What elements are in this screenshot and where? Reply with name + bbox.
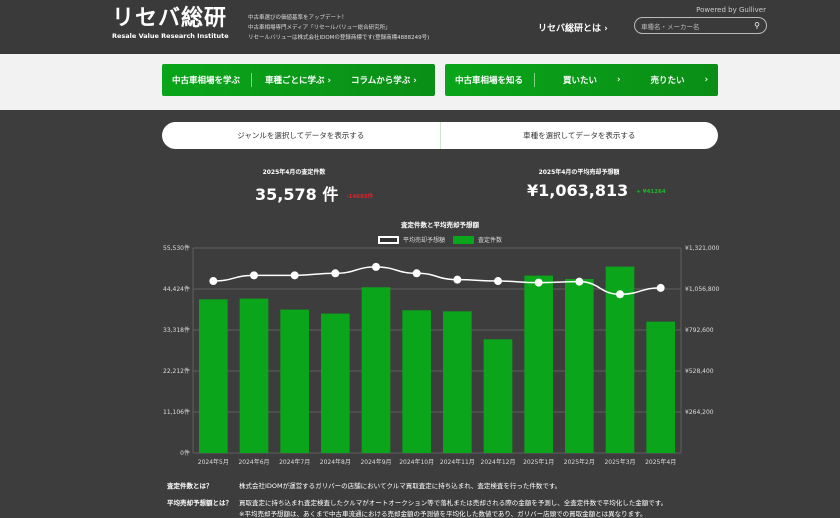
left-tick-label: 55,530件 [163,244,190,252]
desc-price-note: ※平均売却予想額は、あくまで中古車流通における売却金額の予測値を平均化した数値で… [239,510,647,518]
x-tick-label: 2024年9月 [360,458,391,466]
x-tick-label: 2024年10月 [399,458,434,466]
price-point [494,277,502,286]
price-point [372,262,380,271]
site-logo[interactable]: リセバ総研 Resale Value Research Institute [112,6,232,46]
nav-sell[interactable]: 売りたい [650,76,685,86]
count-delta: -14693件 [346,193,374,200]
desc-count-key: 査定件数とは？ [167,482,213,490]
x-tick-label: 2024年5月 [198,458,229,466]
right-tick-label: ¥264,200 [685,409,714,416]
x-tick-label: 2024年7月 [279,458,310,466]
left-tick-label: 44,424件 [163,285,190,293]
left-tick-label: 11,106件 [163,408,190,416]
chevron-right-icon: › [704,75,709,85]
desc-price-text: 買取査定に持ち込まれ査定検査したクルマがオートオークション等で落札または売却され… [239,499,668,507]
search-placeholder: 車種名・メーカー名 [641,22,700,31]
price-point [616,290,624,299]
price-point [656,283,665,292]
desc-price-key: 平均売却予想額とは？ [167,499,232,507]
site-header: リセバ総研 Resale Value Research Institute 中古… [0,0,840,54]
nav-by-model[interactable]: 車種ごとに学ぶ › [265,76,331,86]
search-input[interactable]: 車種名・メーカー名 ⚲ [634,17,767,34]
count-label: 2025年4月の査定件数 [262,169,326,176]
x-tick-label: 2024年6月 [238,458,269,466]
chart-title: 査定件数と平均売却予想額 [401,221,479,229]
bar [443,311,472,453]
powered-by: Powered by Gulliver [696,6,766,14]
legend-count: 査定件数 [478,237,503,244]
legend-line-swatch[interactable] [378,235,399,244]
right-tick-label: ¥1,321,000 [685,245,720,252]
x-tick-label: 2025年1月 [523,458,554,466]
x-tick-label: 2025年4月 [645,458,676,466]
tab-genre[interactable]: ジャンルを選択してデータを表示する [162,122,441,149]
search-icon[interactable]: ⚲ [754,21,760,30]
price-point [290,271,299,280]
price-number: ¥1,063,813 [527,181,629,200]
price-label: 2025年4月の平均売却予想額 [538,169,620,176]
left-tick-label: 22,212件 [163,367,190,375]
price-value: ¥1,063,813 + ¥41264 [527,181,666,200]
desc-count-text: 株式会社IDOMが運営するガリバーの店舗においてクルマ買取査定に持ち込まれ、査定… [239,482,562,490]
x-tick-label: 2025年2月 [564,458,595,466]
nav-buy[interactable]: 買いたい [563,76,598,86]
price-line [213,266,661,295]
bar [199,299,228,453]
right-tick-label: ¥1,056,800 [685,286,720,293]
bar [565,279,594,453]
nav-learn-title[interactable]: 中古車相場を学ぶ [172,76,241,86]
bar [402,310,431,453]
nav-learn: 中古車相場を学ぶ 車種ごとに学ぶ › コラムから学ぶ › [162,64,435,96]
bar [361,287,391,453]
tagline-line: 中古車選びの価値基準をアップデート！ [248,15,348,21]
chevron-right-icon: › [617,75,621,85]
x-tick-label: 2025年3月 [604,458,635,466]
nav-know-title[interactable]: 中古車相場を知る [455,76,524,86]
chart-legend: 平均売却予想額 査定件数 [378,235,502,244]
divider [534,73,536,87]
logo-text: リセバ総研 [112,6,228,31]
right-tick-label: ¥528,400 [685,368,714,375]
bar [483,339,513,453]
right-tick-label: ¥792,600 [685,327,714,334]
legend-bar-swatch[interactable] [453,235,475,244]
bar [239,298,269,453]
bar [280,309,309,453]
legend-price: 平均売却予想額 [403,237,446,244]
price-point [331,269,340,278]
tagline: 中古車選びの価値基準をアップデート！ 中古車相場専門メディア「リセールバリュー総… [248,13,429,43]
price-point [250,271,258,280]
nav-columns[interactable]: コラムから学ぶ › [350,76,417,86]
count-number: 35,578 件 [255,185,339,204]
nav-know: 中古車相場を知る 買いたい › 売りたい › [445,64,718,96]
about-link[interactable]: リセバ総研とは › [538,24,608,34]
tab-model[interactable]: 車種を選択してデータを表示する [523,131,636,140]
tagline-line: リセールバリューは株式会社IDOMの登録商標です(登録商標4888249号) [248,35,430,41]
left-tick-label: 33,318件 [163,326,190,334]
x-tick-label: 2024年8月 [320,458,351,466]
left-tick-label: 0件 [180,449,190,457]
price-point [453,275,462,284]
bar [321,313,350,453]
count-value: 35,578 件 -14693件 [255,181,373,205]
price-point [534,278,543,287]
x-tick-label: 2024年12月 [481,458,516,466]
bar [646,321,675,453]
price-point [412,269,421,278]
price-delta: + ¥41264 [636,188,666,195]
data-mode-toggle: ジャンルを選択してデータを表示する 車種を選択してデータを表示する [162,122,718,149]
bar [524,275,553,453]
divider [251,73,253,87]
tagline-line: 中古車相場専門メディア「リセールバリュー総合研究所」 [248,25,391,31]
price-point [209,277,218,286]
x-tick-label: 2024年11月 [440,458,475,466]
logo-subtitle: Resale Value Research Institute [112,32,229,40]
price-point [575,277,584,286]
